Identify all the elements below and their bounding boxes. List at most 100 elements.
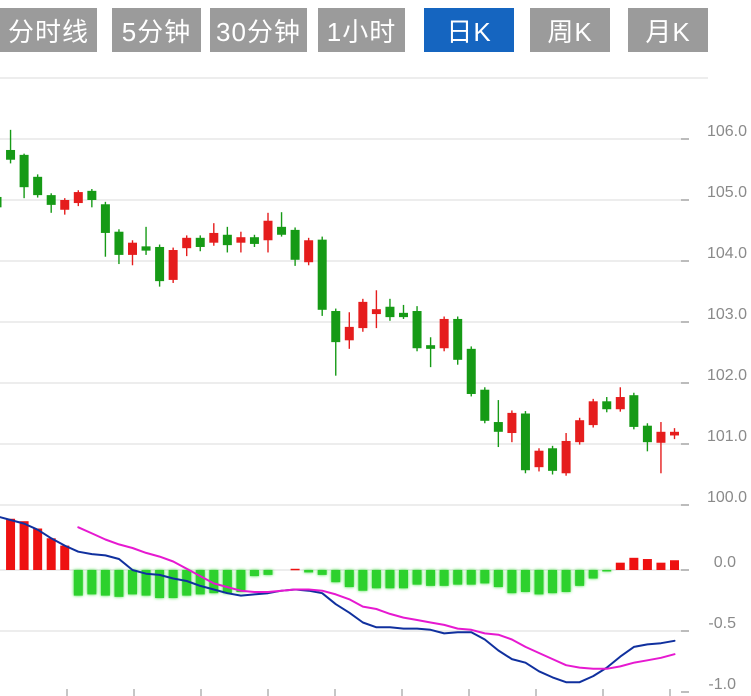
macd-bar-negative xyxy=(602,570,612,572)
macd-bar-positive xyxy=(46,538,56,570)
candle-down xyxy=(629,395,639,427)
candle-down xyxy=(317,239,327,310)
macd-bar-negative xyxy=(331,570,341,583)
candle-down xyxy=(493,422,503,432)
candle-up xyxy=(371,309,381,315)
axis-label: -0.5 xyxy=(708,615,736,632)
candle-down xyxy=(249,237,259,244)
macd-histogram xyxy=(6,518,679,599)
macd-bar-negative xyxy=(412,570,422,585)
macd-bar-positive xyxy=(19,521,29,570)
macd-bar-positive xyxy=(670,560,679,570)
candle-down xyxy=(466,348,476,394)
macd-bar-negative xyxy=(222,570,232,594)
candle-up xyxy=(128,242,137,255)
period-tab-bar: 分时线 5分钟 30分钟 1小时 日K 周K 月K xyxy=(0,8,708,52)
axis-label: 103.0 xyxy=(707,306,747,323)
axis-label: 0.0 xyxy=(714,554,736,571)
macd-bar-negative xyxy=(588,570,598,579)
candle-up xyxy=(263,220,273,241)
macd-bar-negative xyxy=(168,570,178,599)
macd-bar-negative xyxy=(263,570,273,575)
tab-5min[interactable]: 5分钟 xyxy=(112,8,201,52)
macd-bar-negative xyxy=(399,570,408,589)
macd-bar-negative xyxy=(385,570,395,589)
candle-down xyxy=(114,231,124,255)
candle-up xyxy=(670,431,679,436)
macd-bar-negative xyxy=(317,570,327,575)
candle-down xyxy=(480,389,490,421)
macd-bar-negative xyxy=(236,570,246,592)
macd-bar-negative xyxy=(344,570,354,588)
macd-dif-line xyxy=(0,516,676,684)
candle-down xyxy=(277,226,287,235)
candle-down xyxy=(548,448,558,471)
macd-bar-positive xyxy=(6,518,16,570)
macd-bar-negative xyxy=(141,570,151,596)
candle-up xyxy=(209,232,219,243)
candle-down xyxy=(6,149,16,160)
candle-down xyxy=(19,154,29,188)
candle-up xyxy=(168,250,178,280)
macd-bar-negative xyxy=(249,570,259,577)
macd-bar-negative xyxy=(480,570,490,584)
tab-1hour[interactable]: 1小时 xyxy=(318,8,405,52)
axis-label: 105.0 xyxy=(707,184,747,201)
candle-down xyxy=(453,318,463,360)
candle-down xyxy=(87,190,97,200)
tab-30min[interactable]: 30分钟 xyxy=(210,8,307,52)
candle-up xyxy=(182,237,192,249)
macd-bar-negative xyxy=(182,570,192,596)
candle-up xyxy=(561,440,571,474)
macd-bar-negative xyxy=(507,570,517,594)
candle-up xyxy=(60,200,70,210)
macd-bar-positive xyxy=(290,568,300,571)
candle-up xyxy=(439,318,449,349)
candle-down xyxy=(141,246,151,251)
candle-up xyxy=(615,397,625,410)
macd-bar-negative xyxy=(358,570,368,591)
candles xyxy=(0,129,679,476)
macd-bar-negative xyxy=(426,570,436,586)
macd-bar-negative xyxy=(548,570,558,594)
candle-down xyxy=(0,196,2,208)
tab-timeline[interactable]: 分时线 xyxy=(0,8,97,52)
axis-label: -1.0 xyxy=(708,676,736,693)
candle-down xyxy=(100,204,110,233)
tab-weekly-k[interactable]: 周K xyxy=(530,8,610,52)
macd-bar-positive xyxy=(656,562,666,570)
macd-dea-line xyxy=(77,526,676,670)
macd-bar-negative xyxy=(466,570,476,585)
macd-bar-negative xyxy=(87,570,97,595)
macd-bar-negative xyxy=(100,570,110,596)
candle-up xyxy=(507,412,517,434)
candle-down xyxy=(412,311,422,349)
gridlines: 106.0 105.0 104.0 103.0 102.0 101.0 100.0 0.0 -0… xyxy=(0,77,747,696)
candle-down xyxy=(642,425,652,443)
macd-bar-positive xyxy=(60,545,70,570)
macd-bar-negative xyxy=(114,570,124,597)
macd-bar-negative xyxy=(561,570,571,592)
candle-down xyxy=(155,246,165,282)
macd-bar-positive xyxy=(642,559,652,570)
axis-label: 102.0 xyxy=(707,367,747,384)
axis-label: 101.0 xyxy=(707,428,747,445)
macd-bar-negative xyxy=(155,570,165,599)
candle-up xyxy=(534,450,544,468)
macd-bar-negative xyxy=(209,570,219,594)
candle-down xyxy=(290,229,300,260)
candle-up xyxy=(588,401,598,426)
macd-bar-positive xyxy=(629,557,639,570)
macd-bar-negative xyxy=(195,570,205,595)
candle-down xyxy=(195,237,205,247)
axis-label: 106.0 xyxy=(707,123,747,140)
tab-monthly-k[interactable]: 月K xyxy=(628,8,708,52)
candle-up xyxy=(358,301,368,329)
candle-up xyxy=(73,192,83,204)
candle-down xyxy=(426,345,436,349)
candle-down xyxy=(222,234,232,246)
tab-daily-k[interactable]: 日K xyxy=(424,8,514,52)
candle-down xyxy=(399,312,408,318)
